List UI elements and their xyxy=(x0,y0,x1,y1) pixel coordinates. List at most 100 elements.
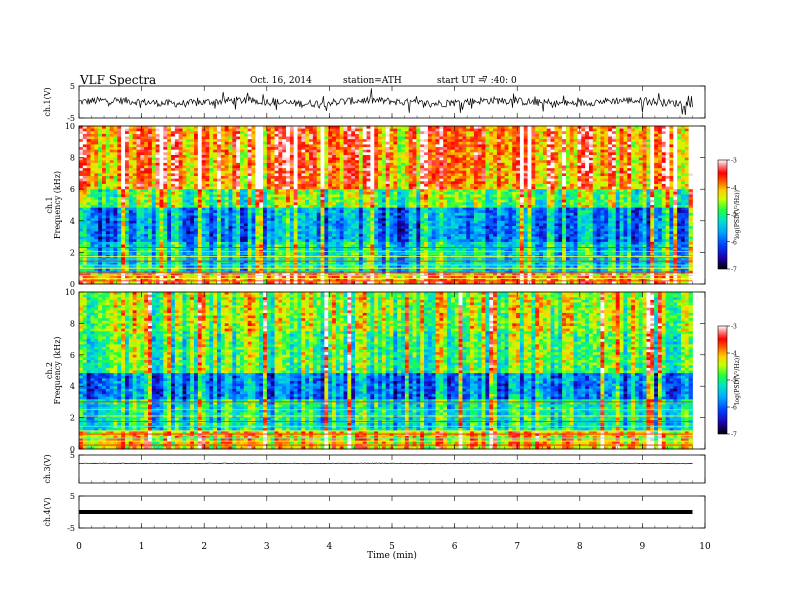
panel-2-cell xyxy=(286,233,291,237)
panel-2-cell xyxy=(232,128,237,132)
panel-2-cell xyxy=(117,170,122,174)
panel-2-cell xyxy=(220,205,226,209)
panel-2-cell xyxy=(86,183,91,187)
panel-2-cell xyxy=(278,247,283,251)
panel-2-cell xyxy=(197,181,203,185)
panel-2-cell xyxy=(320,154,325,158)
panel-2-cell xyxy=(163,231,168,235)
panel-2-cell xyxy=(132,276,137,280)
panel-2-cell xyxy=(347,183,352,187)
panel-2-cell xyxy=(289,215,295,219)
panel-2-cell xyxy=(251,202,256,206)
panel-2-cell xyxy=(266,210,272,214)
panel-2-cell xyxy=(259,233,264,237)
panel-2-cell xyxy=(263,126,268,130)
panel-2-cell xyxy=(274,257,279,261)
panel-2-cell xyxy=(136,241,141,245)
panel-2-cell xyxy=(209,186,214,190)
panel-2-cell xyxy=(335,160,341,164)
panel-2-cell xyxy=(102,152,107,156)
panel-2-cell xyxy=(259,257,264,261)
panel-2-cell xyxy=(174,215,180,219)
panel-2-cell xyxy=(109,144,114,148)
panel-2-cell xyxy=(159,268,164,272)
panel-2-cell xyxy=(163,183,168,187)
panel-2-cell xyxy=(105,160,111,164)
panel-2-cell xyxy=(174,136,180,140)
panel-2-cell xyxy=(94,278,99,282)
panel-2-cell xyxy=(328,168,333,172)
panel-2-cell xyxy=(155,131,160,135)
panel-2-cell xyxy=(167,239,172,243)
panel-2-cell xyxy=(324,278,329,282)
panel-2-cell xyxy=(274,199,279,203)
panel-2-cell xyxy=(148,210,153,214)
panel-2-cell xyxy=(136,257,141,261)
panel-2-cell xyxy=(247,152,252,156)
panel-2-cell xyxy=(370,278,375,282)
panel-2-cell xyxy=(86,189,91,193)
panel-2-cell xyxy=(155,181,160,185)
panel-2-cell xyxy=(194,231,199,235)
panel-2-cell xyxy=(121,231,126,235)
panel-2-cell xyxy=(309,131,314,135)
panel-2-cell xyxy=(259,276,264,280)
panel-2-cell xyxy=(178,181,183,185)
panel-2-cell xyxy=(335,199,341,203)
panel-2-cell xyxy=(389,223,394,227)
panel-2-cell xyxy=(278,178,283,182)
panel-2-cell xyxy=(332,139,337,143)
panel-2-cell xyxy=(194,136,199,140)
panel-2-cell xyxy=(312,178,318,182)
panel-2-cell xyxy=(159,126,164,130)
panel-2-cell xyxy=(79,236,84,240)
panel-2-cell xyxy=(155,239,160,243)
panel-2-cell xyxy=(136,186,141,190)
panel-2-cell xyxy=(148,128,153,132)
panel-2-cell xyxy=(167,178,172,182)
panel-2-cell xyxy=(197,262,203,266)
panel-2-cell xyxy=(178,186,183,190)
panel-2-cell xyxy=(136,165,141,169)
panel-2-cell xyxy=(270,170,275,174)
panel-2-cell xyxy=(213,215,218,219)
panel-2-cell xyxy=(328,247,333,251)
panel-2-cell xyxy=(205,228,210,232)
panel-2-cell xyxy=(94,160,99,164)
panel-2-cell xyxy=(90,223,95,227)
panel-2-cell xyxy=(155,228,160,232)
panel-2-cell xyxy=(178,197,183,201)
panel-2-cell xyxy=(320,178,325,182)
panel-2-cell xyxy=(102,186,107,190)
panel-2-cell xyxy=(366,268,371,272)
panel-2-cell xyxy=(381,186,387,190)
panel-2-cell xyxy=(82,197,88,201)
panel-2-cell xyxy=(105,239,111,243)
panel-2-cell xyxy=(370,247,375,251)
panel-2-cell xyxy=(389,244,394,248)
panel-2-cell xyxy=(132,202,137,206)
panel-2-cell xyxy=(286,147,291,151)
panel-2-cell xyxy=(347,141,352,145)
panel-2-cell xyxy=(121,181,126,185)
panel-2-cell xyxy=(343,215,348,219)
panel-2-cell xyxy=(274,244,279,248)
panel-2-cell xyxy=(125,173,130,177)
panel-2-cell xyxy=(374,231,379,235)
panel-2-cell xyxy=(109,189,114,193)
panel-2-cell xyxy=(312,154,318,158)
panel-2-cell xyxy=(209,128,214,132)
panel-2-cell xyxy=(201,265,206,269)
panel-2-cell xyxy=(159,199,164,203)
panel-2-cell xyxy=(278,170,283,174)
panel-2-cell xyxy=(255,215,260,219)
panel-2-cell xyxy=(312,186,318,190)
panel-2-cell xyxy=(86,220,91,224)
panel-2-cell xyxy=(255,257,260,261)
panel-2-cell xyxy=(117,152,122,156)
panel-2-cell xyxy=(320,191,325,195)
panel-2-cell xyxy=(247,220,252,224)
panel-2-cell xyxy=(312,220,318,224)
panel-2-cell xyxy=(163,281,168,285)
panel-2-cell xyxy=(362,176,367,180)
